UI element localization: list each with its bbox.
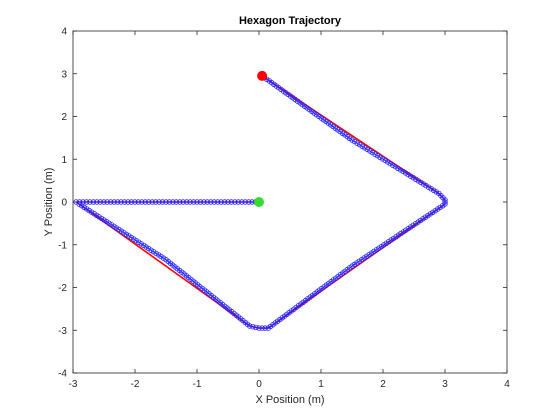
trajectory-point <box>173 199 179 205</box>
y-tick-label: -4 <box>58 369 67 380</box>
trajectory-point <box>214 199 221 205</box>
trajectory-point <box>159 199 166 205</box>
trajectory-point <box>152 199 159 205</box>
trajectory-point <box>190 199 197 205</box>
trajectory-point <box>400 168 406 175</box>
trajectory-point <box>204 199 210 205</box>
trajectory-point <box>256 325 262 331</box>
trajectory-point <box>170 199 176 205</box>
trajectory-line <box>75 75 446 329</box>
y-axis-label: Y Position (m) <box>43 168 55 237</box>
y-tick-label: -2 <box>58 283 67 294</box>
plot-content <box>73 70 448 331</box>
trajectory-point <box>239 199 245 205</box>
trajectory-point <box>357 141 363 148</box>
trajectory-point <box>94 199 100 205</box>
y-tick-label: 2 <box>61 112 67 123</box>
trajectory-point <box>442 199 448 205</box>
x-tick-label: 1 <box>318 379 324 390</box>
trajectory-point <box>197 199 204 205</box>
trajectory-point <box>410 174 416 181</box>
x-tick-label: -1 <box>193 379 202 390</box>
trajectory-point <box>166 199 173 205</box>
trajectory-point <box>242 199 248 205</box>
trajectory-point <box>111 199 117 205</box>
y-tick-label: -1 <box>58 240 67 251</box>
trajectory-point <box>180 199 186 205</box>
trajectory-point <box>253 324 259 331</box>
x-tick-label: 4 <box>504 379 510 390</box>
trajectory-point <box>218 199 224 205</box>
trajectory-point <box>228 199 235 205</box>
trajectory-point <box>83 199 90 205</box>
trajectory-point <box>104 199 110 205</box>
x-tick-label: 0 <box>256 379 262 390</box>
trajectory-point <box>139 199 145 205</box>
trajectory-point <box>235 199 241 205</box>
trajectory-point <box>128 199 135 205</box>
trajectory-point <box>382 157 388 164</box>
trajectory-point <box>142 199 148 205</box>
axes-frame <box>72 30 508 374</box>
trajectory-point <box>163 199 169 205</box>
trajectory-point <box>246 323 253 329</box>
trajectory-point <box>208 199 214 205</box>
y-tick-label: 0 <box>61 198 67 209</box>
trajectory-point <box>118 199 124 205</box>
trajectory-point <box>225 199 231 205</box>
trajectory-point <box>90 199 97 205</box>
x-tick-label: -3 <box>69 379 78 390</box>
trajectory-point <box>114 199 121 205</box>
chart-title: Hexagon Trajectory <box>239 15 342 27</box>
trajectory-point <box>221 199 228 205</box>
trajectory-point <box>183 199 190 205</box>
trajectory-point <box>250 324 256 330</box>
end-marker <box>257 70 268 81</box>
trajectory-point <box>132 199 138 205</box>
trajectory-point <box>149 199 155 205</box>
y-tick-label: 3 <box>61 69 67 80</box>
trajectory-point <box>101 199 107 205</box>
trajectory-point <box>97 199 103 205</box>
x-tick-label: 3 <box>442 379 448 390</box>
trajectory-point <box>232 199 238 205</box>
trajectory-point <box>107 199 114 205</box>
trajectory-point <box>211 199 217 205</box>
trajectory-point <box>392 163 399 170</box>
trajectory-point <box>177 199 183 205</box>
trajectory-point <box>135 199 141 205</box>
x-tick-label: -2 <box>131 379 140 390</box>
trajectory-point <box>245 199 252 205</box>
y-tick-label: -3 <box>58 326 67 337</box>
trajectory-point <box>87 199 93 205</box>
y-tick-label: 1 <box>61 155 67 166</box>
trajectory-point <box>194 199 200 205</box>
trajectory-point <box>156 199 162 205</box>
start-marker <box>254 197 264 207</box>
trajectory-point <box>262 325 268 331</box>
y-tick-label: 4 <box>61 27 67 38</box>
trajectory-point <box>259 325 265 331</box>
trajectory-point <box>187 199 193 205</box>
trajectory-point <box>121 199 128 205</box>
trajectory-point <box>125 199 131 205</box>
x-tick-label: 2 <box>380 379 386 390</box>
trajectory-point <box>201 199 207 205</box>
trajectory-point <box>145 199 152 205</box>
trajectory-point <box>436 190 442 197</box>
x-axis-label: X Position (m) <box>255 394 324 406</box>
